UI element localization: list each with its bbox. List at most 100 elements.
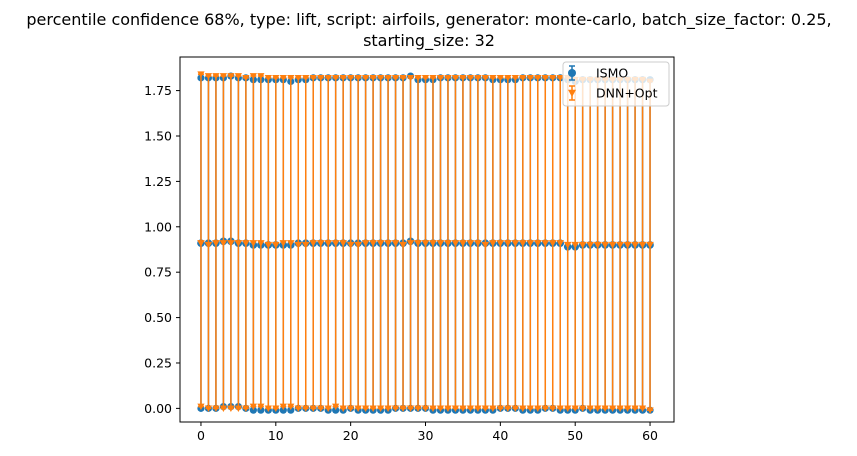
marker-upper-1-17 <box>324 75 332 82</box>
data-point-1-13 <box>294 241 303 249</box>
marker-upper-1-43 <box>519 75 527 82</box>
data-point-1-45 <box>533 240 542 247</box>
data-point-1-48 <box>556 240 565 247</box>
marker-upper-1-18 <box>332 75 340 82</box>
marker-upper-1-0 <box>197 71 205 78</box>
marker-upper-1-26 <box>391 75 400 82</box>
y-tick-label-1: 0.25 <box>144 355 172 370</box>
marker-lower-1-57 <box>623 405 632 412</box>
marker-lower-1-15 <box>309 405 317 412</box>
data-point-1-31 <box>429 240 437 247</box>
marker-lower-1-43 <box>519 405 527 412</box>
data-point-1-34 <box>451 240 460 247</box>
marker-lower-1-2 <box>212 405 220 412</box>
marker-upper-1-19 <box>339 75 347 82</box>
marker-lower-1-35 <box>459 405 467 412</box>
chart-title-line-1: percentile confidence 68%, type: lift, s… <box>26 10 831 30</box>
marker-lower-1-27 <box>399 405 407 412</box>
y-tick-label-6: 1.50 <box>144 128 172 143</box>
data-point-1-55 <box>608 241 617 249</box>
chart-title-line-2: starting_size: 32 <box>363 31 495 51</box>
data-point-1-35 <box>459 240 467 247</box>
marker-upper-1-12 <box>287 75 295 82</box>
y-tick-label-5: 1.25 <box>144 174 172 189</box>
marker-lower-1-24 <box>376 405 385 412</box>
marker-upper-1-34 <box>451 75 460 82</box>
legend-box <box>562 61 670 107</box>
marker-lower-1-40 <box>496 405 504 412</box>
marker-lower-1-3 <box>219 405 228 412</box>
data-point-1-32 <box>436 240 445 247</box>
y-tick-label-2: 0.50 <box>144 310 172 325</box>
data-point-1-12 <box>286 240 295 247</box>
data-point-1-30 <box>421 240 430 247</box>
marker-lower-0-12 <box>287 406 295 414</box>
axes: 0 10 20 30 40 50 60 0.00 0.25 0.50 0.75 1.00 1.25 1.5… <box>144 56 675 443</box>
marker-upper-1-14 <box>302 75 310 82</box>
data-point-1-46 <box>541 240 550 247</box>
plot-area <box>197 71 654 414</box>
y-tick-label-0: 0.00 <box>144 401 172 416</box>
marker-upper-1-6 <box>242 75 250 82</box>
marker-lower-1-20 <box>347 405 355 412</box>
data-point-1-19 <box>339 240 347 247</box>
marker-upper-1-13 <box>294 75 302 82</box>
marker-upper-1-35 <box>459 75 467 82</box>
marker-lower-1-34 <box>451 405 460 412</box>
marker-lower-1-59 <box>638 405 647 412</box>
data-point-1-43 <box>519 240 527 247</box>
marker-lower-1-58 <box>631 405 639 412</box>
data-point-1-10 <box>272 241 280 249</box>
marker-upper-1-10 <box>272 75 280 82</box>
marker-upper-1-25 <box>384 75 392 82</box>
marker-lower-0-8 <box>257 406 265 414</box>
marker-lower-1-6 <box>242 405 250 412</box>
marker-upper-1-22 <box>362 75 370 82</box>
marker-lower-1-37 <box>474 405 482 412</box>
marker-lower-1-49 <box>564 405 572 412</box>
x-tick-label-3: 30 <box>418 428 434 443</box>
marker-upper-1-15 <box>309 75 317 82</box>
marker-upper-1-1 <box>204 73 213 80</box>
legend-marker-1 <box>568 89 576 97</box>
marker-upper-1-37 <box>474 75 482 82</box>
series-1 <box>197 71 654 414</box>
marker-upper-1-30 <box>421 75 430 82</box>
marker-lower-1-5 <box>234 405 242 412</box>
data-point-1-24 <box>376 240 385 247</box>
marker-lower-1-45 <box>534 405 542 412</box>
marker-upper-1-20 <box>347 75 355 82</box>
data-point-1-60 <box>646 241 654 249</box>
data-point-1-27 <box>399 241 407 249</box>
data-point-1-22 <box>361 240 370 247</box>
y-tick-label-3: 0.75 <box>144 265 172 280</box>
data-point-1-3 <box>219 240 228 247</box>
x-tick-label-2: 20 <box>343 428 359 443</box>
data-point-1-18 <box>331 240 340 247</box>
data-point-1-53 <box>593 241 602 249</box>
marker-upper-1-9 <box>264 75 272 82</box>
legend-item-0: ISMO <box>568 65 628 81</box>
marker-lower-1-38 <box>481 405 489 412</box>
data-point-1-47 <box>548 240 557 247</box>
marker-upper-1-3 <box>219 73 228 80</box>
marker-lower-1-19 <box>339 405 347 412</box>
marker-lower-1-7 <box>249 403 257 411</box>
data-point-1-41 <box>504 240 512 247</box>
marker-upper-1-38 <box>481 75 489 82</box>
data-point-1-16 <box>316 240 325 247</box>
marker-lower-1-47 <box>549 405 557 412</box>
data-point-1-2 <box>212 240 220 247</box>
marker-upper-1-31 <box>429 75 437 82</box>
data-point-1-59 <box>638 241 647 249</box>
data-point-1-25 <box>384 240 392 247</box>
legend-marker-0 <box>568 69 576 77</box>
data-point-1-1 <box>204 241 213 249</box>
data-point-1-14 <box>301 241 310 249</box>
marker-lower-1-36 <box>466 405 475 412</box>
data-point-1-28 <box>406 240 415 247</box>
marker-upper-1-36 <box>466 75 475 82</box>
data-point-1-9 <box>264 241 273 249</box>
marker-lower-1-52 <box>586 405 594 412</box>
